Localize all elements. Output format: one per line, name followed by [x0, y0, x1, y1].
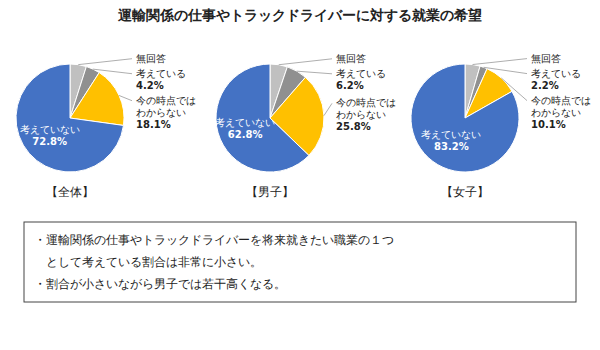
pie-group: 考えていない72.8% 無回答考えている4.2% 今の時点ではわからない18.1%: [16, 53, 196, 172]
leader-line: [279, 59, 332, 65]
slice-label: 考えていない: [20, 124, 80, 135]
pie-title: 【男子】: [246, 185, 294, 199]
slice-label: 今の時点ではわからない: [136, 95, 196, 118]
slice-label: 考えている: [136, 68, 186, 79]
slices: [16, 64, 124, 172]
note-text: ・運輸関係の仕事やトラックドライバーを将来就きたい職業の１つ: [34, 233, 394, 247]
slice-label: 考えていない: [421, 129, 481, 140]
pie-slice: [411, 64, 519, 172]
slice-label: 無回答: [336, 53, 366, 64]
note-frame: [24, 222, 576, 302]
slice-label: 考えていない: [215, 117, 275, 128]
slice-value-label: 2.2%: [531, 80, 559, 91]
note-text: ・割合が小さいながら男子では若干高くなる。: [34, 277, 286, 291]
slice-value-label: 72.8%: [32, 136, 67, 147]
slice-value-label: 18.1%: [136, 119, 171, 130]
leader-line: [484, 67, 527, 73]
slice-value-label: 25.8%: [336, 121, 371, 132]
slice-labels: 考えていない83.2% 無回答考えている2.2% 今の時点ではわからない10.1%: [421, 53, 591, 153]
chart-root: 運輸関係の仕事やトラックドライバーに対する就業の希望考えていない72.8%無回答…: [0, 0, 600, 350]
leader-line: [78, 59, 132, 65]
chart-svg: 運輸関係の仕事やトラックドライバーに対する就業の希望考えていない72.8%無回答…: [0, 0, 600, 350]
slices: [411, 64, 519, 172]
pie-group: 考えていない83.2% 無回答考えている2.2% 今の時点ではわからない10.1%: [411, 53, 591, 172]
slice-labels: 考えていない62.8% 無回答考えている6.2% 今の時点ではわからない25.8%: [215, 53, 396, 140]
slice-value-label: 83.2%: [434, 141, 469, 152]
slice-label: 考えている: [531, 68, 581, 79]
slice-label: 無回答: [531, 53, 561, 64]
slice-labels: 考えていない72.8% 無回答考えている4.2% 今の時点ではわからない18.1%: [20, 53, 196, 147]
leader-line: [324, 103, 332, 115]
leader-line: [297, 71, 332, 74]
pie-slice: [16, 64, 123, 172]
pie-slice: [70, 73, 124, 126]
leader-line: [473, 59, 527, 65]
slice-label: 無回答: [136, 53, 166, 64]
slice-value-label: 4.2%: [136, 80, 164, 91]
chart-title: 運輸関係の仕事やトラックドライバーに対する就業の希望: [117, 7, 482, 23]
slice-value-label: 10.1%: [531, 119, 566, 130]
pie-group: 考えていない62.8% 無回答考えている6.2% 今の時点ではわからない25.8%: [215, 53, 396, 172]
pie-slice: [216, 64, 309, 172]
slice-value-label: 62.8%: [228, 129, 263, 140]
leader-line: [119, 95, 132, 100]
slice-label: 今の時点ではわからない: [336, 97, 396, 120]
note-box: ・運輸関係の仕事やトラックドライバーを将来就きたい職業の１つ として考えている割…: [24, 222, 576, 302]
slices: [216, 64, 324, 172]
leader-line: [501, 78, 527, 101]
pie-title: 【全体】: [46, 185, 94, 199]
leader-line: [93, 69, 132, 74]
slice-label: 今の時点ではわからない: [531, 95, 591, 118]
pie-title: 【女子】: [441, 185, 489, 199]
note-text: として考えている割合は非常に小さい。: [34, 255, 262, 269]
slice-value-label: 6.2%: [336, 80, 364, 91]
slice-label: 考えている: [336, 68, 386, 79]
